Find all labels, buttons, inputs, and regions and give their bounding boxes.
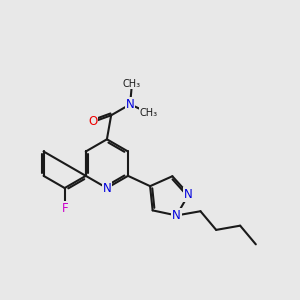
- Text: O: O: [88, 116, 98, 128]
- Text: CH₃: CH₃: [123, 79, 141, 89]
- Text: F: F: [61, 202, 68, 214]
- Text: N: N: [184, 188, 193, 201]
- Text: N: N: [172, 209, 181, 222]
- Text: N: N: [126, 98, 134, 111]
- Text: CH₃: CH₃: [140, 108, 158, 118]
- Text: N: N: [103, 182, 111, 194]
